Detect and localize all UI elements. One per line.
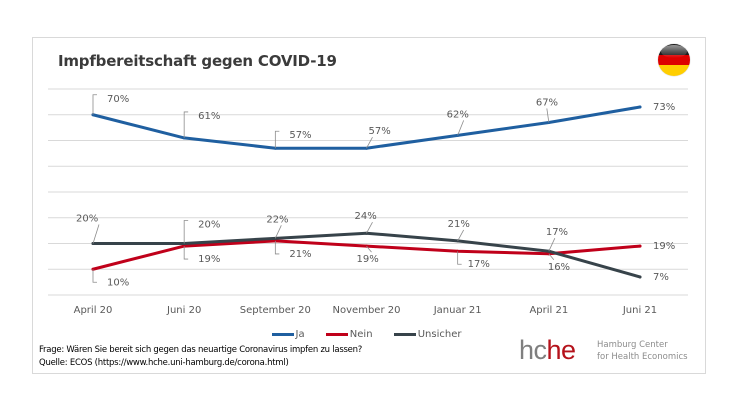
label-leader-line bbox=[92, 224, 100, 244]
data-label-ja: 61% bbox=[198, 111, 220, 122]
logo-mark-red: he bbox=[546, 335, 577, 365]
data-label-nein: 19% bbox=[198, 254, 220, 265]
data-label-nein: 16% bbox=[548, 262, 570, 273]
data-point-nein bbox=[638, 244, 642, 248]
label-leader-line bbox=[274, 130, 280, 149]
data-label-unsicher: 22% bbox=[266, 214, 288, 225]
label-leader-line bbox=[548, 238, 556, 252]
legend-item-ja: Ja bbox=[271, 329, 305, 340]
x-axis-labels: April 20 Juni 20 September 20 November 20 Ja… bbox=[74, 305, 658, 316]
label-leader-line bbox=[366, 222, 373, 234]
label-leader-line bbox=[457, 251, 462, 265]
data-label-nein: 21% bbox=[289, 249, 311, 260]
legend-label-ja: Ja bbox=[295, 329, 305, 340]
data-label-nein: 19% bbox=[653, 241, 675, 252]
data-label-unsicher: 17% bbox=[546, 227, 568, 238]
chart-frame bbox=[32, 37, 706, 374]
label-leader-line bbox=[548, 253, 555, 261]
data-labels: 70% 61% 57% 57% 62% 67% 73% 10% 19% 21% 19% 17% 16% 1… bbox=[76, 94, 675, 289]
logo-mark-gray: hc bbox=[519, 335, 547, 365]
data-label-unsicher: 20% bbox=[76, 214, 98, 225]
logo-line-1: Hamburg Center bbox=[597, 340, 668, 350]
series-line-ja bbox=[91, 105, 642, 150]
data-point-unsicher bbox=[638, 275, 642, 279]
legend-swatch-nein bbox=[325, 333, 348, 336]
legend-item-unsicher: Unsicher bbox=[393, 329, 462, 340]
legend-label-nein: Nein bbox=[349, 329, 373, 340]
label-leaders bbox=[92, 94, 556, 283]
data-label-unsicher: 24% bbox=[355, 211, 377, 222]
x-tick-label: April 21 bbox=[529, 305, 568, 316]
question-note: Frage: Wären Sie bereit sich gegen das n… bbox=[39, 345, 363, 355]
x-tick-label: Januar 21 bbox=[433, 305, 482, 316]
label-leader-line bbox=[274, 225, 282, 239]
legend-label-unsicher: Unsicher bbox=[417, 329, 462, 340]
data-label-unsicher: 7% bbox=[653, 272, 669, 283]
data-label-ja: 73% bbox=[653, 102, 675, 113]
data-label-nein: 19% bbox=[357, 254, 379, 265]
gridlines bbox=[48, 88, 688, 296]
x-tick-label: September 20 bbox=[240, 305, 311, 316]
legend-swatch-unsicher bbox=[393, 333, 416, 336]
hche-logo: hche bbox=[519, 337, 576, 364]
logo-line-2: for Health Economics bbox=[597, 352, 688, 362]
data-point-ja bbox=[638, 105, 642, 109]
label-leader-line bbox=[546, 108, 550, 123]
data-label-nein: 17% bbox=[468, 259, 490, 270]
germany-flag-icon bbox=[658, 44, 690, 76]
label-leader-line bbox=[92, 269, 97, 283]
data-label-unsicher: 20% bbox=[198, 220, 220, 231]
label-leader-line bbox=[92, 94, 97, 115]
label-leader-line bbox=[457, 120, 465, 136]
data-label-ja: 67% bbox=[536, 97, 558, 108]
data-label-ja: 57% bbox=[289, 130, 311, 141]
chart-title: Impfbereitschaft gegen COVID-19 bbox=[58, 52, 337, 70]
x-tick-label: November 20 bbox=[333, 305, 401, 316]
x-tick-label: Juni 21 bbox=[622, 305, 657, 316]
label-leader-line bbox=[366, 245, 372, 253]
label-leader-line bbox=[457, 229, 465, 242]
label-leader-line bbox=[183, 220, 189, 244]
legend-swatch-ja bbox=[271, 333, 294, 336]
label-leader-line bbox=[183, 111, 189, 138]
data-label-unsicher: 21% bbox=[448, 219, 470, 230]
legend-item-nein: Nein bbox=[325, 329, 373, 340]
data-label-nein: 10% bbox=[107, 277, 129, 288]
source-note: Quelle: ECOS (https://www.hche.uni-hambu… bbox=[39, 358, 289, 368]
data-label-ja: 62% bbox=[447, 109, 469, 120]
data-label-ja: 57% bbox=[369, 126, 391, 137]
x-tick-label: April 20 bbox=[74, 305, 113, 316]
x-tick-label: Juni 20 bbox=[166, 305, 201, 316]
label-leader-line bbox=[366, 137, 373, 149]
label-leader-line bbox=[183, 246, 189, 260]
legend: Ja Nein Unsicher bbox=[0, 328, 733, 340]
data-label-ja: 70% bbox=[107, 94, 129, 105]
label-leader-line bbox=[274, 240, 280, 255]
